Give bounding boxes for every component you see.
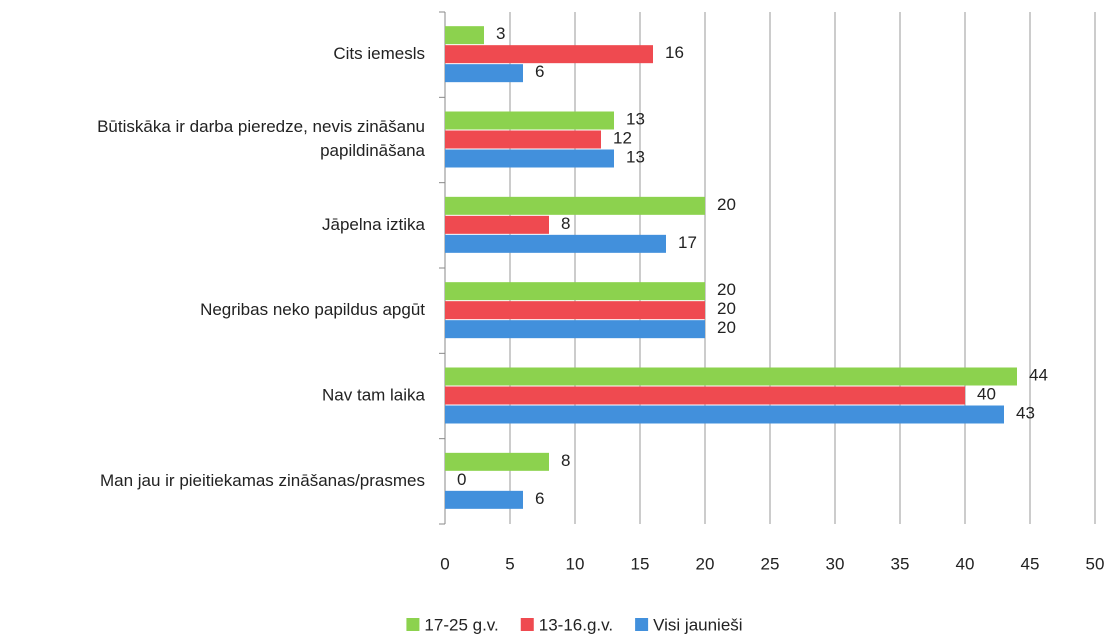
x-tick-label: 50 (1086, 554, 1105, 573)
legend-swatch (406, 618, 420, 631)
x-tick-label: 40 (956, 554, 975, 573)
data-label: 8 (561, 214, 570, 233)
data-label: 8 (561, 451, 570, 470)
data-label: 13 (626, 147, 645, 166)
data-label: 6 (535, 62, 544, 81)
bar (445, 130, 601, 149)
legend-label: 17-25 g.v. (424, 615, 498, 634)
bar (445, 215, 549, 234)
bar (445, 45, 653, 64)
data-label: 20 (717, 299, 736, 318)
bar (445, 149, 614, 168)
bar (445, 405, 1004, 424)
bar (445, 452, 549, 471)
data-label: 13 (626, 109, 645, 128)
legend: 17-25 g.v. 13-16.g.v. Visi jaunieši (406, 615, 743, 634)
x-tick-label: 35 (891, 554, 910, 573)
data-label: 12 (613, 128, 632, 147)
data-label: 20 (717, 318, 736, 337)
bar (445, 386, 965, 405)
bar (445, 301, 705, 320)
bar (445, 367, 1017, 386)
data-label: 20 (717, 280, 736, 299)
data-label: 17 (678, 233, 697, 252)
y-tick-label: Negribas neko papildus apgūt (200, 300, 425, 319)
label-line: papildināšana (320, 141, 425, 160)
data-label: 16 (665, 43, 684, 62)
y-tick-label: Nav tam laika (322, 385, 426, 404)
legend-swatch (520, 618, 534, 631)
bar (445, 320, 705, 339)
data-label: 6 (535, 489, 544, 508)
x-tick-label: 15 (631, 554, 650, 573)
data-label: 40 (977, 384, 996, 403)
legend-label: Visi jaunieši (653, 615, 742, 634)
data-label: 3 (496, 24, 505, 43)
bar (445, 196, 705, 215)
bar (445, 234, 666, 253)
y-tick-label: Būtiskāka ir darba pieredze, nevis zināš… (97, 117, 425, 160)
y-tick-label: Man jau ir pieitiekamas zināšanas/prasme… (100, 471, 425, 490)
bar (445, 26, 484, 45)
bar (445, 282, 705, 301)
x-tick-label: 20 (696, 554, 715, 573)
label-line: Būtiskāka ir darba pieredze, nevis zināš… (97, 117, 425, 136)
data-label: 43 (1016, 403, 1035, 422)
legend-swatch (635, 618, 649, 631)
x-tick-label: 0 (440, 554, 449, 573)
y-tick-label: Cits iemesls (333, 44, 425, 63)
data-label: 20 (717, 195, 736, 214)
x-tick-label: 45 (1021, 554, 1040, 573)
x-tick-label: 30 (826, 554, 845, 573)
data-label: 0 (457, 470, 466, 489)
bar (445, 111, 614, 130)
x-tick-label: 10 (566, 554, 585, 573)
bar (445, 64, 523, 83)
y-tick-label: Jāpelna iztika (322, 215, 426, 234)
x-tick-label: 25 (761, 554, 780, 573)
bar (445, 490, 523, 509)
legend-label: 13-16.g.v. (539, 615, 613, 634)
x-tick-label: 5 (505, 554, 514, 573)
data-label: 44 (1029, 365, 1048, 384)
